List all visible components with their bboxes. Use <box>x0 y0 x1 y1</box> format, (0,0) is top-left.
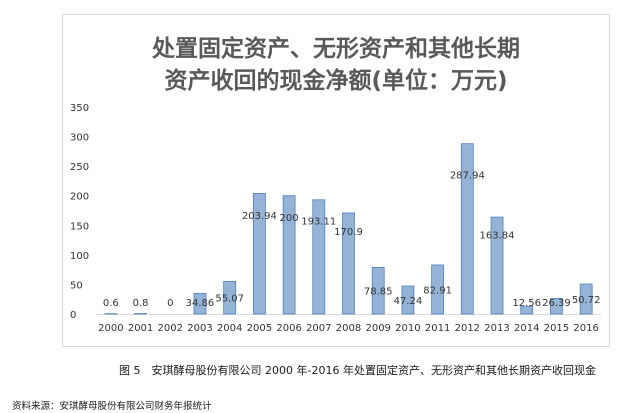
data-label: 200 <box>280 213 299 224</box>
data-source-note: 资料来源：安琪酵母股份有限公司财务年报统计 <box>12 401 212 412</box>
data-label: 12.56 <box>512 298 541 309</box>
data-label: 193.11 <box>301 216 336 227</box>
data-label: 163.84 <box>480 231 515 242</box>
y-tick-label: 300 <box>70 133 89 144</box>
data-label: 287.94 <box>450 170 485 181</box>
data-label: 0.8 <box>133 298 149 309</box>
x-tick-label: 2005 <box>247 323 272 334</box>
x-tick-label: 2007 <box>306 323 331 334</box>
data-label: 170.9 <box>334 227 363 238</box>
bar <box>520 306 534 315</box>
y-tick-label: 50 <box>70 280 83 291</box>
data-label: 78.85 <box>364 287 393 298</box>
x-tick-label: 2000 <box>98 323 123 334</box>
x-tick-label: 2014 <box>514 323 539 334</box>
bar <box>579 283 593 315</box>
bar <box>282 195 296 315</box>
data-label: 34.86 <box>186 298 215 309</box>
y-tick-label: 200 <box>70 192 89 203</box>
data-label: 0 <box>167 298 173 309</box>
x-tick-label: 2006 <box>276 323 301 334</box>
data-label: 50.72 <box>572 295 601 306</box>
bar <box>401 285 415 315</box>
x-tick-label: 2011 <box>425 323 450 334</box>
x-tick-label: 2001 <box>128 323 153 334</box>
x-tick-label: 2002 <box>158 323 183 334</box>
x-tick-label: 2003 <box>187 323 212 334</box>
bar <box>460 143 474 315</box>
x-tick-label: 2004 <box>217 323 242 334</box>
chart-title-line-2: 资产收回的现金净额(单位：万元) <box>164 68 508 94</box>
bar <box>371 266 385 315</box>
x-tick-label: 2009 <box>365 323 390 334</box>
data-label: 203.94 <box>242 211 277 222</box>
bar <box>550 297 563 315</box>
x-tick-label: 2008 <box>336 323 361 334</box>
bar <box>223 281 237 315</box>
x-tick-label: 2010 <box>395 323 420 334</box>
y-tick-label: 150 <box>70 221 89 232</box>
y-tick-label: 250 <box>70 162 89 173</box>
y-tick-label: 100 <box>70 251 89 262</box>
bar-chart: 0501001502002503003500.620000.8200102002… <box>70 103 601 334</box>
bar <box>193 292 207 315</box>
bar <box>490 216 504 315</box>
bar <box>252 192 266 315</box>
data-label: 82.91 <box>423 285 452 296</box>
x-tick-label: 2012 <box>455 323 480 334</box>
chart-title-line-1: 处置固定资产、无形资产和其他长期 <box>152 36 520 62</box>
data-label: 55.07 <box>215 294 244 305</box>
bar <box>312 199 326 315</box>
x-tick-label: 2015 <box>544 323 569 334</box>
bar <box>431 264 445 315</box>
y-tick-label: 0 <box>70 310 76 321</box>
chart-container: 处置固定资产、无形资产和其他长期 资产收回的现金净额(单位：万元) 0 50 100… <box>62 14 610 347</box>
figure-caption: 图 5 安琪酵母股份有限公司 2000 年-2016 年处置固定资产、无形资产和… <box>119 364 596 377</box>
bar <box>342 212 355 315</box>
data-label: 0.6 <box>103 298 119 309</box>
y-tick-label: 350 <box>70 103 89 114</box>
data-label: 47.24 <box>394 296 423 307</box>
x-tick-label: 2013 <box>484 323 509 334</box>
x-tick-label: 2016 <box>573 323 598 334</box>
data-label: 26.39 <box>542 298 571 309</box>
